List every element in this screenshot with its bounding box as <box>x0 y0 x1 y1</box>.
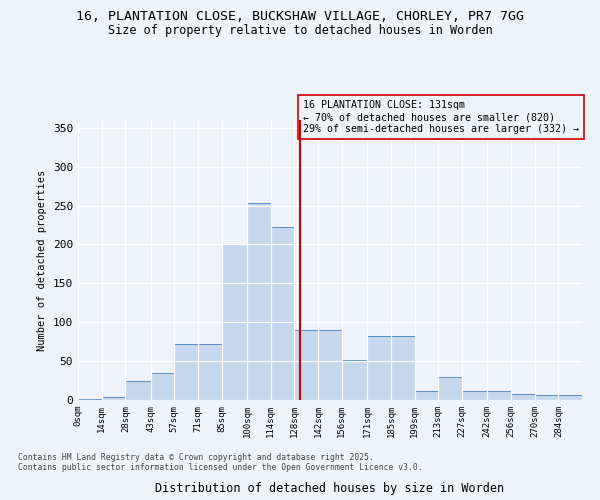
Bar <box>487 392 511 400</box>
Text: Contains HM Land Registry data © Crown copyright and database right 2025.: Contains HM Land Registry data © Crown c… <box>18 454 374 462</box>
Bar <box>295 330 318 400</box>
Bar <box>391 336 415 400</box>
Bar <box>462 392 487 400</box>
Bar <box>367 336 391 400</box>
Bar <box>175 344 198 400</box>
Bar <box>125 380 151 400</box>
Bar <box>271 228 295 400</box>
Bar <box>198 344 222 400</box>
Bar <box>151 373 175 400</box>
Bar <box>415 390 438 400</box>
Text: Distribution of detached houses by size in Worden: Distribution of detached houses by size … <box>155 482 505 495</box>
Bar <box>318 330 342 400</box>
Text: 16, PLANTATION CLOSE, BUCKSHAW VILLAGE, CHORLEY, PR7 7GG: 16, PLANTATION CLOSE, BUCKSHAW VILLAGE, … <box>76 10 524 23</box>
Y-axis label: Number of detached properties: Number of detached properties <box>37 170 47 350</box>
Bar <box>559 396 582 400</box>
Text: Contains public sector information licensed under the Open Government Licence v3: Contains public sector information licen… <box>18 464 422 472</box>
Bar <box>78 399 101 400</box>
Bar <box>342 360 367 400</box>
Bar <box>247 203 271 400</box>
Bar <box>222 244 247 400</box>
Bar <box>511 394 535 400</box>
Bar <box>535 394 559 400</box>
Bar <box>101 397 125 400</box>
Text: 16 PLANTATION CLOSE: 131sqm
← 70% of detached houses are smaller (820)
29% of se: 16 PLANTATION CLOSE: 131sqm ← 70% of det… <box>303 100 579 134</box>
Bar <box>438 376 462 400</box>
Text: Size of property relative to detached houses in Worden: Size of property relative to detached ho… <box>107 24 493 37</box>
